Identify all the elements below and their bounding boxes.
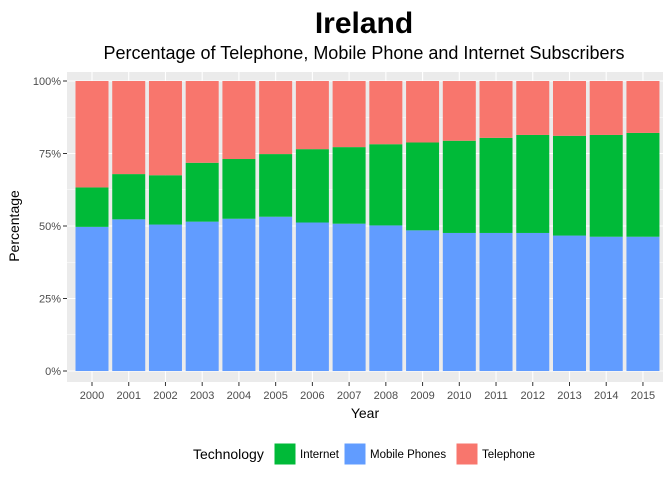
bar-internet-2004 [222,159,256,219]
bar-telephone-2008 [369,81,403,145]
bar-telephone-2014 [589,81,623,135]
x-tick-label: 2002 [153,390,177,402]
bar-internet-2011 [479,137,513,233]
legend-items: Internet Mobile Phones Telephone [273,442,535,466]
x-tick-label: 2014 [594,390,618,402]
bar-mobile-phones-2012 [516,232,550,371]
y-axis: 0% 25% 50% 75% 100% [33,76,67,378]
bar-mobile-phones-2010 [442,232,476,371]
bar-internet-2014 [589,134,623,237]
x-tick-label: 2001 [116,390,140,402]
x-tick-label: 2003 [190,390,214,402]
legend: Technology Internet Mobile Phones Telephon… [193,442,535,466]
x-tick-label: 2011 [484,390,508,402]
bar-mobile-phones-2009 [406,230,440,371]
bar-mobile-phones-2015 [626,236,660,371]
bar-telephone-2007 [332,81,366,148]
bar-internet-2008 [369,144,403,226]
bar-mobile-phones-2005 [259,216,293,371]
bar-internet-2012 [516,134,550,233]
bar-telephone-2002 [148,81,182,176]
bar-mobile-phones-2011 [479,232,513,371]
bar-mobile-phones-2002 [148,224,182,371]
bar-mobile-phones-2014 [589,236,623,371]
chart-subtitle: Percentage of Telephone, Mobile Phone an… [103,43,624,63]
legend-key-mobile-phones [343,442,367,466]
bar-internet-2009 [406,142,440,231]
x-axis-title: Year [351,405,380,421]
bar-internet-2005 [259,154,293,217]
bar-internet-2010 [442,140,476,233]
bar-internet-2006 [295,149,329,223]
x-tick-label: 2006 [300,390,324,402]
y-tick-label: 75% [39,149,61,161]
bar-telephone-2005 [259,81,293,155]
x-tick-label: 2005 [263,390,287,402]
bar-telephone-2012 [516,81,550,135]
legend-key-internet [273,442,297,466]
legend-label: Internet [300,449,340,461]
bar-mobile-phones-2003 [185,221,219,371]
bar-internet-2001 [112,174,146,220]
bar-telephone-2011 [479,81,513,138]
x-tick-label: 2000 [80,390,104,402]
bar-telephone-2004 [222,81,256,160]
legend-title: Technology [193,446,264,462]
y-tick-label: 50% [39,221,61,233]
bar-internet-2002 [148,175,182,225]
legend-label: Mobile Phones [370,449,446,461]
bar-internet-2015 [626,132,660,237]
x-tick-label: 2008 [374,390,398,402]
legend-label: Telephone [482,449,535,461]
bar-mobile-phones-2000 [75,226,109,371]
bar-mobile-phones-2001 [112,219,146,371]
bar-mobile-phones-2013 [552,235,586,371]
bar-telephone-2001 [112,81,146,175]
bar-mobile-phones-2007 [332,223,366,371]
bar-telephone-2013 [552,81,586,136]
bar-internet-2000 [75,187,109,227]
bar-internet-2013 [552,135,586,236]
bars [75,81,660,371]
chart-title: Ireland [315,7,413,40]
x-tick-label: 2009 [410,390,434,402]
bar-internet-2003 [185,162,219,222]
bar-telephone-2010 [442,81,476,141]
x-axis: 2000 2001 2002 2003 2004 2005 2006 2007 2008 2009… [80,382,655,402]
x-tick-label: 2004 [227,390,251,402]
x-tick-label: 2013 [557,390,581,402]
x-tick-label: 2015 [631,390,655,402]
y-tick-label: 100% [33,76,61,88]
bar-telephone-2003 [185,81,219,163]
y-tick-label: 0% [45,366,61,378]
y-tick-label: 25% [39,294,61,306]
bar-telephone-2009 [406,81,440,143]
bar-telephone-2006 [295,81,329,150]
bar-telephone-2000 [75,81,109,188]
x-tick-label: 2010 [447,390,471,402]
bar-telephone-2015 [626,81,660,133]
y-axis-title: Percentage [6,190,22,262]
x-tick-label: 2007 [337,390,361,402]
bar-internet-2007 [332,147,366,224]
bar-mobile-phones-2008 [369,225,403,371]
x-tick-label: 2012 [521,390,545,402]
legend-key-telephone [455,442,479,466]
bar-mobile-phones-2006 [295,222,329,371]
bar-mobile-phones-2004 [222,218,256,371]
